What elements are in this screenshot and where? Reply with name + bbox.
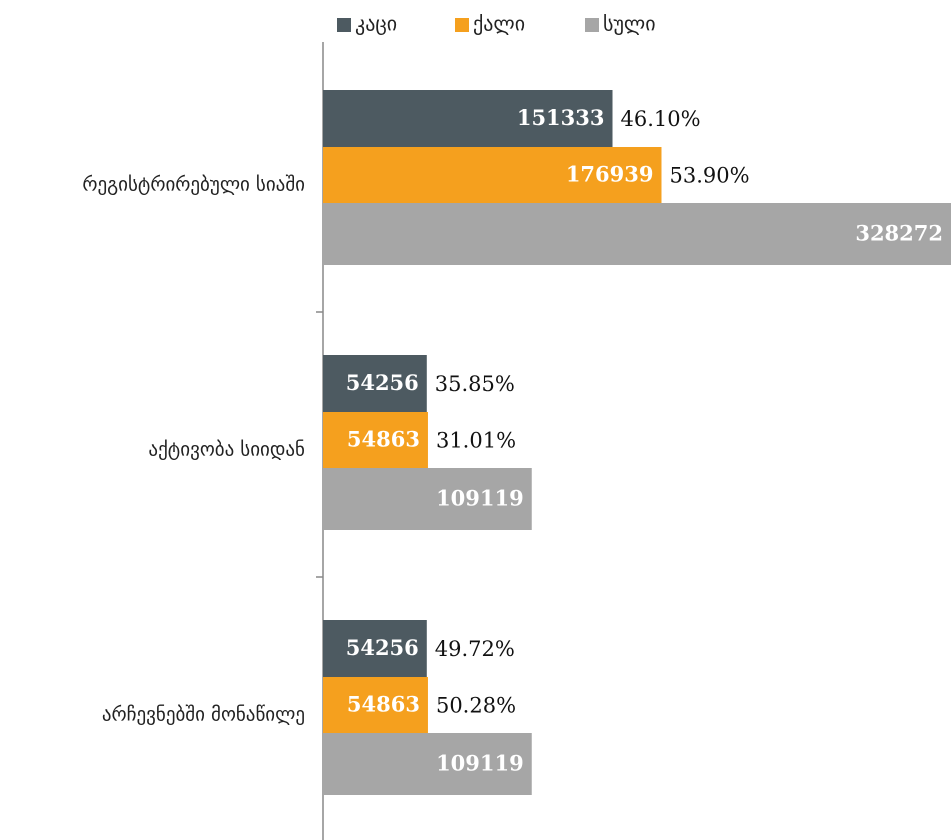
bar — [323, 412, 428, 468]
share-label: 50.28% — [436, 694, 516, 718]
bar — [323, 677, 428, 733]
bar-value-label: 54256 — [346, 370, 419, 395]
bar — [323, 147, 662, 203]
bar — [323, 355, 427, 412]
legend-swatch — [337, 18, 351, 32]
category-label: არჩევნებში მონაწილე — [102, 704, 305, 726]
legend-swatch — [455, 18, 469, 32]
legend-label: ქალი — [473, 12, 525, 36]
bar-value-label: 54256 — [346, 635, 419, 660]
share-label: 31.01% — [436, 429, 516, 453]
bar-value-label: 328272 — [855, 221, 943, 246]
share-label: 35.85% — [435, 372, 515, 396]
legend-label: სული — [603, 12, 656, 36]
legend-label: კაცი — [355, 12, 397, 36]
bar-value-label: 176939 — [566, 162, 654, 187]
bar — [323, 733, 532, 795]
bar-value-label: 54863 — [347, 427, 420, 452]
bar-value-label: 109119 — [436, 751, 524, 776]
category-label: რეგისტრირებული სიაში — [82, 174, 305, 196]
share-label: 53.90% — [669, 164, 749, 188]
category-label: აქტივობა სიიდან — [148, 439, 305, 461]
bar — [323, 90, 613, 147]
bar — [323, 468, 532, 530]
bar-value-label: 109119 — [436, 486, 524, 511]
bar — [323, 203, 951, 265]
bar-value-label: 54863 — [347, 692, 420, 717]
bar-value-label: 151333 — [517, 105, 605, 130]
bar — [323, 620, 427, 677]
legend-swatch — [585, 18, 599, 32]
share-label: 49.72% — [435, 637, 515, 661]
share-label: 46.10% — [621, 107, 701, 131]
